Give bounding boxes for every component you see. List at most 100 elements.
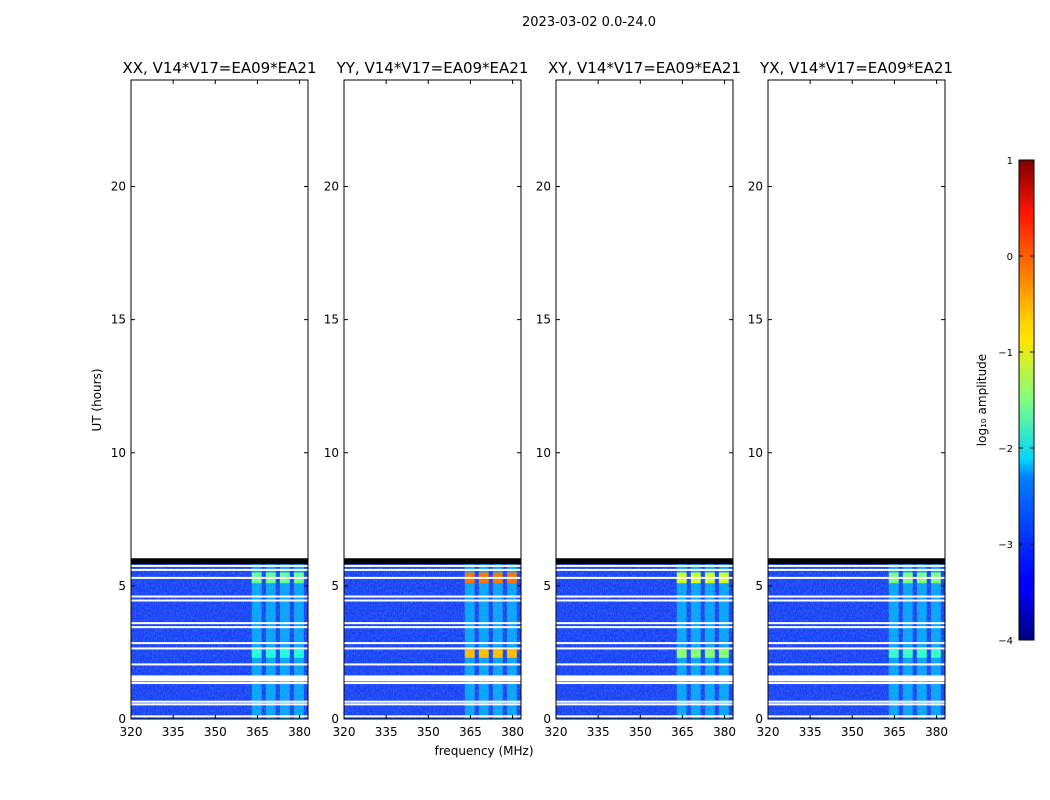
y-tick-label: 5 [118,579,126,593]
flagged-row [344,599,521,602]
flagged-row [344,715,521,718]
flagged-row [768,599,945,602]
x-axis-label: frequency (MHz) [434,744,533,758]
x-tick-label: 320 [757,725,780,739]
flagged-row [131,564,308,567]
x-tick-label: 365 [671,725,694,739]
rfi-burst [464,649,475,658]
noise-texture [344,559,521,719]
rfi-burst [506,649,517,658]
flagged-row [131,595,308,598]
flagged-row [556,700,733,703]
panel-title: YX, V14*V17=EA09*EA21 [759,59,953,77]
rfi-burst [916,649,927,658]
flagged-row [131,647,308,650]
colorbar-tick-label: −4 [998,636,1013,647]
flagged-row [131,622,308,625]
rfi-channel-stripe [704,564,715,719]
flagged-row [556,663,733,666]
panel-0: XX, V14*V17=EA09*EA21 320 335 350 365 380 0 5 10… [111,59,317,739]
y-tick-label: 20 [536,180,551,194]
x-tick-label: 365 [883,725,906,739]
y-tick-label: 10 [748,446,763,460]
flagged-row [344,642,521,645]
rfi-burst [265,649,276,658]
flagged-row [768,642,945,645]
flagged-row [131,599,308,602]
x-tick-label: 380 [501,725,524,739]
end-of-data-band [556,558,733,565]
axes-frame [130,79,309,720]
flagged-row [556,626,733,629]
flagged-row [556,647,733,650]
colorbar-gradient [1018,159,1035,641]
flagged-row [344,564,521,567]
panel-1: YY, V14*V17=EA09*EA21 320 335 350 365 380 0 5 10… [324,59,529,739]
rfi-channel-stripe [478,564,489,719]
flagged-row [556,715,733,718]
noise-texture [131,559,308,719]
y-tick-label: 20 [324,180,339,194]
colorbar-label: log₁₀ amplitude [975,354,989,446]
axes-frame [767,79,946,720]
flagged-row [768,700,945,703]
flagged-row [768,564,945,567]
flagged-row [768,663,945,666]
colorbar-tick-label: −2 [998,444,1013,455]
y-tick-label: 0 [755,712,763,726]
x-tick-label: 335 [162,725,185,739]
end-of-data-band [131,558,308,565]
flagged-row [768,568,945,571]
rfi-burst [492,649,503,658]
flagged-row [344,663,521,666]
panel-title: XY, V14*V17=EA09*EA21 [548,59,741,77]
rfi-burst [902,649,913,658]
colorbar-tick-label: −3 [998,540,1013,551]
rfi-channel-stripe [930,564,941,719]
rfi-burst [888,649,899,658]
end-of-data-band [768,558,945,565]
flagged-row [344,675,521,681]
x-tick-label: 335 [799,725,822,739]
flagged-row [131,703,308,706]
panel-2: XY, V14*V17=EA09*EA21 320 335 350 365 380 0 5 10… [536,59,741,739]
x-tick-label: 380 [713,725,736,739]
rfi-channel-stripe [888,564,899,719]
panel-title: XX, V14*V17=EA09*EA21 [122,59,316,77]
x-tick-label: 365 [459,725,482,739]
rfi-channel-stripe [690,564,701,719]
flagged-row [344,576,521,579]
flagged-row [768,703,945,706]
rfi-channel-stripe [718,564,729,719]
flagged-row [768,675,945,681]
y-tick-label: 0 [331,712,339,726]
y-tick-label: 15 [324,313,339,327]
y-tick-label: 5 [543,579,551,593]
y-tick-label: 20 [111,180,126,194]
panel-3: YX, V14*V17=EA09*EA21 320 335 350 365 380 0 5 10… [748,59,953,739]
x-tick-label: 320 [545,725,568,739]
end-of-data-band [344,558,521,565]
y-axis-label: UT (hours) [90,368,104,431]
rfi-channel-stripe [492,564,503,719]
rfi-burst [279,649,290,658]
y-tick-label: 10 [111,446,126,460]
y-tick-label: 10 [324,446,339,460]
flagged-row [131,700,308,703]
colorbar-tick-label: −1 [998,348,1013,359]
flagged-row [344,622,521,625]
rfi-channel-stripe [265,564,276,719]
rfi-channel-stripe [506,564,517,719]
flagged-row [768,682,945,685]
y-tick-label: 10 [536,446,551,460]
axes-frame [555,79,734,720]
flagged-row [344,568,521,571]
flagged-row [556,564,733,567]
flagged-row [556,568,733,571]
flagged-row [344,703,521,706]
flagged-row [344,700,521,703]
y-tick-label: 15 [536,313,551,327]
x-tick-label: 335 [375,725,398,739]
y-tick-label: 15 [111,313,126,327]
flagged-row [131,663,308,666]
